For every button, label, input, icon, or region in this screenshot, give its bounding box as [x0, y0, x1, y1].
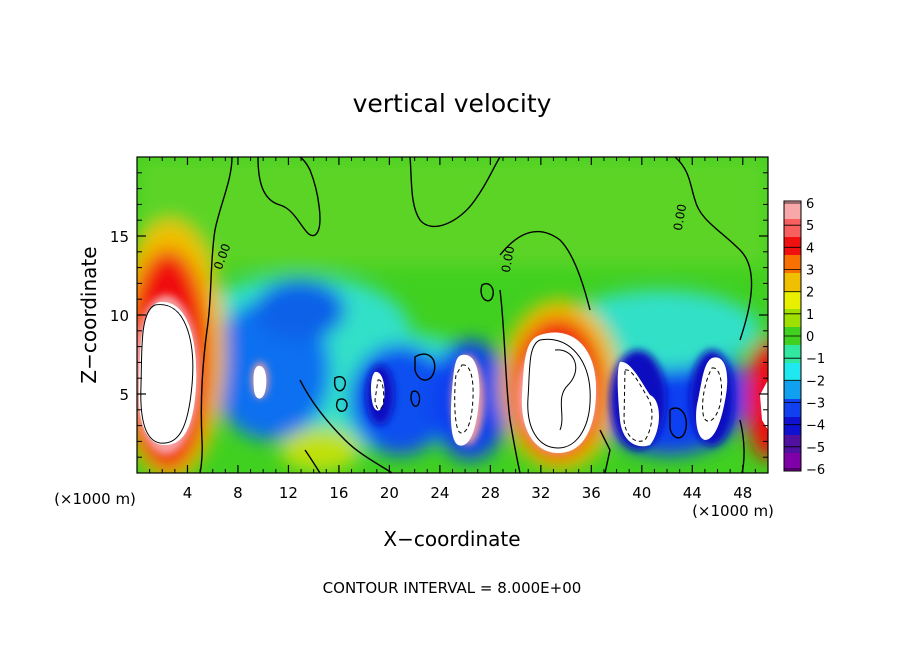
contour-loop-small-1 [414, 353, 436, 381]
updraft-right-red [746, 340, 768, 460]
contour-loop-small-3 [336, 398, 348, 412]
colorbar-label: −5 [806, 441, 825, 456]
white-core-center [521, 332, 597, 454]
colorbar-swatch [784, 345, 801, 364]
colorbar-swatch [784, 219, 801, 238]
x-tick-label: 16 [329, 484, 348, 502]
colorbar-label: 3 [806, 264, 814, 279]
x-unit-label-right: (×1000 m) [692, 502, 774, 520]
contour-loop-small-6 [480, 283, 494, 302]
x-tick-label: 32 [531, 484, 550, 502]
colorbar-label: −3 [806, 397, 825, 412]
colorbar-label: −2 [806, 374, 825, 389]
x-tick-label: 44 [683, 484, 702, 502]
y-ticks: 5 10 15 [110, 172, 768, 458]
white-core-left [138, 301, 197, 445]
colorbar-swatch [784, 381, 801, 400]
x-tick-label: 12 [279, 484, 298, 502]
contour-loop-small-4 [410, 390, 421, 407]
yellow-patch-bottom [280, 428, 360, 472]
upper-green-band [137, 157, 768, 267]
contour-zero-bottom-2 [304, 449, 321, 473]
x-axis-label: X−coordinate [383, 527, 520, 551]
contour-label-3: 0.00 [671, 203, 689, 232]
x-tick-label: 4 [183, 484, 193, 502]
x-tick-label: 8 [233, 484, 243, 502]
contour-zero-right [674, 157, 753, 341]
x-unit-label-left: (×1000 m) [54, 490, 136, 508]
colorbar-label: −1 [806, 352, 825, 367]
colorbar-swatch [784, 255, 801, 274]
contour-dashed-3 [702, 367, 723, 422]
contour-lines [140, 157, 753, 473]
colorbar-label: 2 [806, 286, 814, 301]
contour-zero-bottom [299, 379, 393, 473]
contour-core-left [140, 304, 194, 444]
y-axis-label: Z−coordinate [77, 246, 101, 383]
white-core-small1 [253, 365, 267, 399]
contour-loop-small-5 [669, 407, 687, 439]
colorbar-swatch [784, 201, 801, 220]
colorbar-swatch [784, 237, 801, 256]
colorbar-swatch [784, 273, 801, 292]
x-tick-label: 24 [430, 484, 449, 502]
colorbar-label: −6 [806, 463, 825, 478]
x-tick-label: 20 [380, 484, 399, 502]
colorbar-label: 1 [806, 308, 814, 323]
contour-zero-upper-1 [257, 157, 321, 237]
x-ticks: 4 8 12 16 20 24 28 32 36 40 44 48 [149, 157, 756, 502]
colorbar-swatch [784, 399, 801, 418]
colorbar: 6 5 4 3 2 1 0 −1 −2 −3 −4 −5 −6 [783, 197, 825, 478]
colorbar-label: 0 [806, 330, 814, 345]
x-tick-label: 40 [632, 484, 651, 502]
contour-core-center [527, 338, 591, 449]
colorbar-swatch [784, 309, 801, 328]
white-core-right-edge [760, 380, 768, 430]
velocity-field [137, 157, 768, 473]
chart-title: vertical velocity [353, 89, 552, 118]
contour-loop-small-2 [333, 376, 346, 392]
contour-interval-footer: CONTOUR INTERVAL = 8.000E+00 [323, 579, 582, 597]
white-core-right2 [696, 357, 728, 440]
colorbar-swatch [784, 453, 801, 472]
y-tick-label: 5 [119, 386, 129, 404]
x-tick-label: 36 [582, 484, 601, 502]
colorbar-swatch [784, 291, 801, 310]
colorbar-label: 4 [806, 241, 814, 256]
contour-zero-center-left [499, 289, 521, 473]
contour-core-center-inner [554, 349, 577, 431]
colorbar-swatch [784, 363, 801, 382]
x-tick-label: 48 [733, 484, 752, 502]
x-tick-label: 28 [481, 484, 500, 502]
contour-zero-upper-2 [409, 157, 501, 228]
contour-loop-small-7 [599, 429, 611, 473]
contour-label-2: 0.00 [499, 245, 517, 274]
contour-dashed-1 [454, 364, 474, 434]
contour-zero-left [199, 157, 233, 473]
y-tick-label: 10 [110, 307, 129, 325]
colorbar-swatch [784, 435, 801, 454]
white-core-right1 [617, 361, 659, 447]
y-tick-label: 15 [110, 228, 129, 246]
colorbar-label: 5 [806, 219, 814, 234]
blue-region-upper [255, 280, 345, 340]
colorbar-label: −4 [806, 419, 825, 434]
contour-dashed-2 [623, 369, 653, 442]
colorbar-swatch [784, 417, 801, 436]
colorbar-label: 6 [806, 197, 814, 212]
contour-zero-center [499, 230, 591, 311]
